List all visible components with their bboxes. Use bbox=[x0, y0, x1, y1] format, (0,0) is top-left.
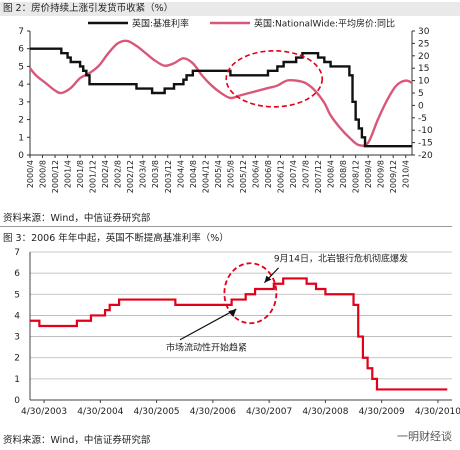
right-y-tick-label: -10 bbox=[418, 126, 433, 136]
x-tick-label: 4/30/2004 bbox=[77, 407, 123, 417]
right-y-tick-label: 25 bbox=[418, 39, 429, 49]
x-tick-label: 4/30/2005 bbox=[134, 407, 180, 417]
legend-label-house: 英国:NationalWide:平均房价:同比 bbox=[254, 18, 395, 30]
right-y-tick-label: 30 bbox=[418, 27, 430, 37]
left-y-tick-label: 0 bbox=[18, 151, 24, 161]
x-tick-label: 2009/4 bbox=[364, 160, 373, 188]
x-tick-label: 2003/8 bbox=[151, 160, 160, 188]
right-y-tick-label: -15 bbox=[418, 139, 433, 149]
highlight-circle bbox=[223, 262, 278, 325]
x-tick-label: 2006/4 bbox=[251, 160, 260, 188]
y-tick-label: 3 bbox=[14, 333, 20, 343]
series-base-rate bbox=[30, 277, 448, 391]
x-tick-label: 2009/12 bbox=[389, 160, 398, 193]
x-tick-label: 2005/12 bbox=[239, 160, 248, 193]
x-tick-label: 2006/8 bbox=[264, 160, 273, 188]
x-tick-label: 2007/8 bbox=[302, 160, 311, 188]
x-tick-label: 4/30/2006 bbox=[190, 407, 236, 417]
x-tick-label: 2001/12 bbox=[89, 160, 98, 193]
right-y-tick-label: 10 bbox=[418, 77, 430, 87]
y-tick-label: 5 bbox=[14, 290, 20, 300]
x-tick-label: 2001/4 bbox=[64, 160, 73, 188]
x-tick-label: 2010/4 bbox=[402, 160, 411, 188]
fig3-source: 资料来源：Wind，中信证券研究部 bbox=[3, 435, 151, 446]
right-y-tick-label: 5 bbox=[418, 89, 424, 99]
fig3-caption: 图 3：2006 年年中起，英国不断提高基准利率（%） bbox=[0, 232, 460, 246]
right-y-tick-label: 0 bbox=[418, 101, 424, 111]
x-tick-label: 4/30/2007 bbox=[246, 407, 292, 417]
fig2-caption: 图 2：房价持续上涨引发货币收紧（%） bbox=[0, 2, 460, 16]
x-tick-label: 2000/8 bbox=[39, 160, 48, 188]
annotation-liquidity: 市场流动性开始趋紧 bbox=[166, 341, 247, 353]
x-tick-label: 2005/8 bbox=[226, 160, 235, 188]
series-house-price-yoy bbox=[29, 39, 413, 147]
left-y-tick-label: 5 bbox=[18, 62, 24, 72]
y-tick-label: 6 bbox=[14, 269, 20, 279]
left-y-tick-label: 7 bbox=[18, 27, 24, 37]
x-tick-label: 2003/12 bbox=[164, 160, 173, 193]
watermark: 一明财经谈 bbox=[397, 430, 452, 443]
x-tick-label: 2008/4 bbox=[327, 160, 336, 188]
y-tick-label: 7 bbox=[14, 248, 20, 258]
y-tick-label: 0 bbox=[14, 396, 20, 406]
left-y-tick-label: 1 bbox=[18, 133, 24, 143]
y-tick-label: 4 bbox=[14, 311, 20, 321]
x-tick-label: 2003/4 bbox=[139, 160, 148, 188]
right-y-tick-label: 20 bbox=[418, 52, 430, 62]
x-tick-label: 2008/12 bbox=[352, 160, 361, 193]
x-tick-label: 4/30/2008 bbox=[302, 407, 348, 417]
x-tick-label: 2007/4 bbox=[289, 160, 298, 188]
x-tick-label: 2007/12 bbox=[314, 160, 323, 193]
x-tick-label: 2002/12 bbox=[126, 160, 135, 193]
annotation-northern-rock: 9月14日，北岩银行危机彻底爆发 bbox=[274, 253, 408, 265]
x-tick-label: 2001/8 bbox=[76, 160, 85, 188]
x-tick-label: 2002/4 bbox=[101, 160, 110, 188]
x-tick-label: 2009/8 bbox=[377, 160, 386, 188]
legend-label-rate: 英国:基准利率 bbox=[132, 18, 189, 30]
x-tick-label: 2002/8 bbox=[114, 160, 123, 188]
right-y-tick-label: -20 bbox=[418, 151, 433, 161]
arrowhead-northern-rock bbox=[264, 275, 272, 283]
arrowhead-liquidity bbox=[228, 309, 237, 318]
y-tick-label: 1 bbox=[14, 375, 20, 385]
x-tick-label: 4/30/2003 bbox=[21, 407, 67, 417]
divider bbox=[0, 226, 452, 227]
x-tick-label: 2006/12 bbox=[276, 160, 285, 193]
left-y-tick-label: 6 bbox=[18, 45, 24, 55]
left-y-tick-label: 4 bbox=[18, 80, 24, 90]
left-y-tick-label: 2 bbox=[18, 116, 24, 126]
x-tick-label: 2004/8 bbox=[189, 160, 198, 188]
annotation-arrow-liquidity bbox=[179, 308, 237, 341]
right-y-tick-label: -5 bbox=[418, 114, 427, 124]
x-tick-label: 2004/12 bbox=[201, 160, 210, 193]
left-y-tick-label: 3 bbox=[18, 98, 24, 108]
x-tick-label: 2005/4 bbox=[214, 160, 223, 188]
x-tick-label: 2000/4 bbox=[26, 160, 35, 188]
y-tick-label: 2 bbox=[14, 354, 20, 364]
right-y-tick-label: 15 bbox=[418, 64, 429, 74]
x-tick-label: 2008/8 bbox=[339, 160, 348, 188]
fig2-source: 资料来源：Wind，中信证券研究部 bbox=[3, 213, 151, 224]
highlight-ellipse bbox=[225, 50, 324, 108]
series-base-rate bbox=[30, 47, 412, 148]
x-tick-label: 4/30/2009 bbox=[359, 407, 405, 417]
x-tick-label: 2000/12 bbox=[51, 160, 60, 193]
fig3-chart: 0 1 2 3 4 5 6 7 4/30/2003 4/30/2004 4/30/2005 4/30/… bbox=[14, 248, 460, 417]
fig2-chart: 英国:基准利率 英国:NationalWide:平均房价:同比 0 1 2 3 4 5 6 7 -2… bbox=[18, 18, 433, 194]
x-tick-label: 2004/4 bbox=[176, 160, 185, 188]
x-tick-label: 4/30/2010 bbox=[415, 407, 460, 417]
